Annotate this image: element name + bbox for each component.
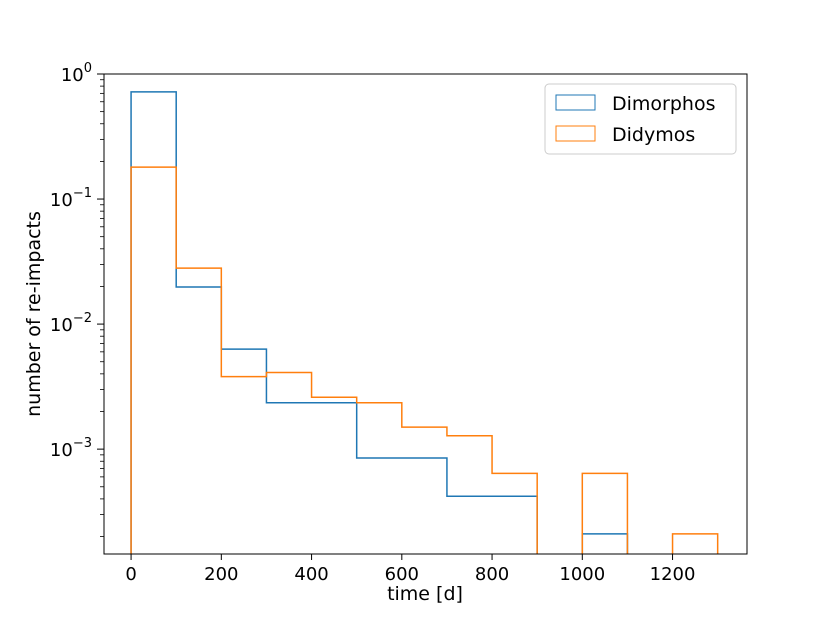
x-tick-label: 200 — [204, 564, 238, 585]
x-tick-label: 800 — [475, 564, 509, 585]
histogram-series-dimorphos — [130, 91, 629, 554]
y-tick-label: 10−2 — [50, 311, 92, 336]
plot-frame — [103, 73, 748, 555]
x-tick-label: 400 — [294, 564, 328, 585]
legend-label-didymos: Didymos — [612, 124, 695, 146]
x-tick-label: 1200 — [650, 564, 696, 585]
y-axis-label: number of re-impacts — [23, 211, 45, 417]
histogram-series-didymos — [130, 166, 719, 554]
x-axis-label: time [d] — [387, 583, 463, 605]
legend-label-dimorphos: Dimorphos — [612, 93, 715, 115]
series-layer — [130, 91, 719, 554]
legend-swatch-didymos — [555, 125, 596, 142]
legend: Dimorphos Didymos — [544, 83, 737, 155]
x-tick-label: 0 — [125, 564, 136, 585]
legend-swatch-dimorphos — [555, 94, 596, 111]
y-tick-label: 10−3 — [50, 436, 92, 461]
y-tick-label: 10−1 — [50, 186, 92, 211]
legend-frame — [544, 83, 737, 155]
y-tick-label: 100 — [61, 61, 92, 86]
x-tick-label: 600 — [385, 564, 419, 585]
x-tick-label: 1000 — [559, 564, 605, 585]
y-axis: 100 10−1 10−2 10−3 — [50, 61, 104, 537]
x-axis: 0 200 400 600 800 1000 1200 — [125, 554, 695, 585]
